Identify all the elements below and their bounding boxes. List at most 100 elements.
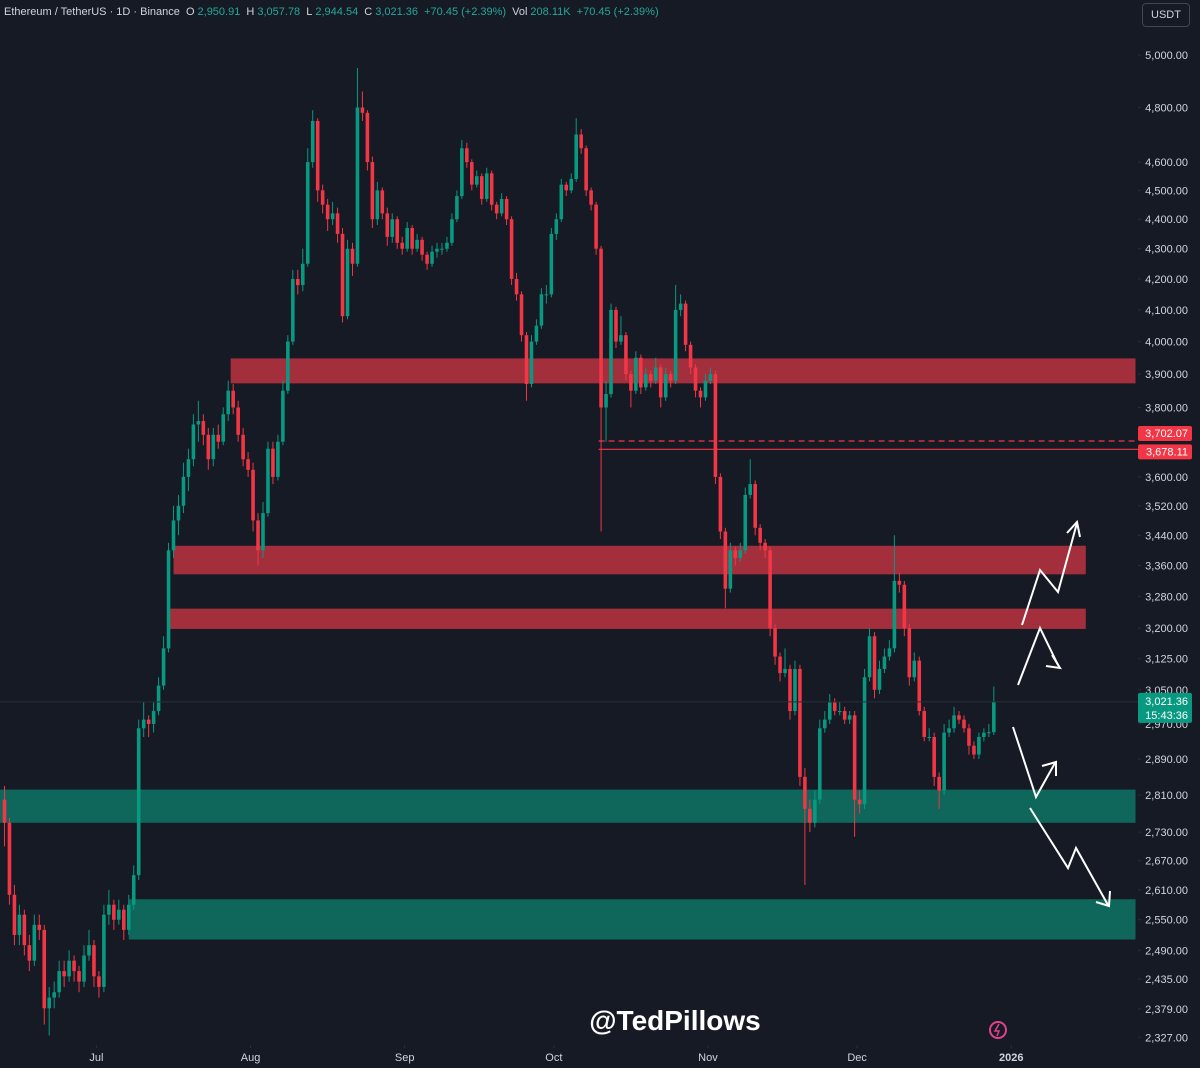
arrow <box>1017 625 1059 686</box>
candle-body <box>629 374 633 391</box>
candle-body <box>852 715 857 800</box>
zones <box>0 358 1136 940</box>
candle-body <box>803 776 807 809</box>
candle-body <box>987 732 991 734</box>
candle-body <box>465 148 469 163</box>
y-tick-label: 3,520.00 <box>1145 501 1188 513</box>
y-tick-label: 4,500.00 <box>1145 185 1188 197</box>
candle-body <box>599 248 603 408</box>
x-tick-label: Oct <box>545 1052 562 1064</box>
candle-body <box>877 668 882 690</box>
candle-body <box>77 971 81 982</box>
arrows <box>1012 519 1111 908</box>
candle-body <box>375 190 380 220</box>
candle-body <box>37 924 42 930</box>
candle-body <box>957 715 961 720</box>
value: 2,950.91 <box>197 6 241 18</box>
candle-body <box>7 822 12 895</box>
price-tag-label: 3,702.07 <box>1145 428 1188 440</box>
candle-body <box>146 719 151 724</box>
candle-body <box>479 176 484 199</box>
candle-body <box>514 278 519 295</box>
candle-body <box>72 960 76 972</box>
candle-body <box>644 374 648 388</box>
candle-body <box>256 520 260 551</box>
candle-body <box>743 494 748 551</box>
candle-body <box>509 219 514 279</box>
candle-body <box>619 335 623 342</box>
candle-body <box>972 745 976 755</box>
candle-body <box>350 248 355 264</box>
y-tick-label: 2,610.00 <box>1145 885 1188 897</box>
candle-body <box>136 728 141 876</box>
currency-button[interactable]: USDT <box>1142 3 1190 27</box>
candle-body <box>221 414 226 442</box>
candle-body <box>559 184 564 220</box>
countdown: 15:43:36 <box>1145 710 1188 722</box>
candle-body <box>166 550 171 649</box>
candle-body <box>405 227 409 249</box>
arrow-head <box>1095 890 1111 908</box>
arrow <box>1021 522 1078 626</box>
candle-body <box>117 909 121 920</box>
y-tick-label: 5,000.00 <box>1145 50 1188 62</box>
candle-body <box>778 656 782 674</box>
x-tick-label: Nov <box>698 1052 718 1064</box>
candle-body <box>266 448 270 514</box>
candle-body <box>206 434 211 460</box>
candle-body <box>947 728 951 733</box>
candle-body <box>827 702 832 720</box>
y-tick-label: 3,600.00 <box>1145 472 1188 484</box>
y-tick-label: 4,800.00 <box>1145 102 1188 114</box>
candle-body <box>440 248 444 250</box>
candle-body <box>837 711 842 713</box>
candle-body <box>847 715 852 720</box>
candle-body <box>474 176 479 185</box>
candle-body <box>151 711 156 724</box>
candle-body <box>639 357 643 388</box>
candle-body <box>261 513 265 551</box>
candle-body <box>842 711 847 720</box>
candle-body <box>126 904 131 930</box>
candle-body <box>365 112 370 163</box>
candle-body <box>753 484 757 528</box>
x-tick-label: Jul <box>89 1052 103 1064</box>
candle-body <box>32 924 37 961</box>
last-price-label: 3,021.36 <box>1145 696 1188 708</box>
candle-body <box>271 448 275 477</box>
icon <box>989 1021 1007 1039</box>
candle-body <box>698 390 703 398</box>
candle-body <box>554 219 559 234</box>
candle-body <box>668 374 673 381</box>
candle-body <box>107 904 111 915</box>
candle-body <box>688 344 693 368</box>
candle-body <box>728 550 733 589</box>
candle-body <box>395 219 400 243</box>
candle-body <box>902 584 907 629</box>
last-price-tag <box>1138 692 1192 723</box>
y-tick-label: 2,435.00 <box>1145 974 1188 986</box>
candle-body <box>22 914 27 946</box>
candle-body <box>489 173 494 205</box>
y-tick-label: 3,900.00 <box>1145 369 1188 381</box>
candle-body <box>176 505 181 521</box>
candle-body <box>17 914 22 935</box>
candle-body <box>400 242 404 249</box>
candle-body <box>832 702 837 712</box>
candle-body <box>634 357 638 391</box>
candle-body <box>355 107 360 264</box>
candle-body <box>82 955 86 982</box>
candle-body <box>713 374 718 477</box>
candle-body <box>887 648 892 657</box>
candle-body <box>589 190 593 205</box>
candle-body <box>783 668 787 674</box>
value: 208.11K <box>530 6 571 18</box>
y-tick-label: 4,300.00 <box>1145 244 1188 256</box>
candle-body <box>410 227 414 249</box>
candle-body <box>758 527 762 543</box>
candle-body <box>857 799 862 805</box>
candle-body <box>564 184 569 191</box>
candle-body <box>360 107 365 113</box>
